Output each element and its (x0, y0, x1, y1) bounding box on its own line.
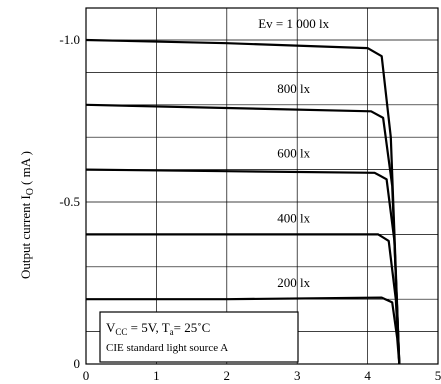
series-label: 400 lx (277, 210, 310, 225)
series-line (86, 296, 401, 365)
conditions-line-2: CIE standard light source A (106, 342, 228, 354)
series-line (85, 168, 401, 365)
series-labels: Ev = 1 000 lx 800 lx 600 lx 400 lx 200 lx (258, 16, 329, 290)
conditions-line-1: VCC = 5V, Ta= 25˚C (106, 320, 210, 337)
y-axis-title: Output current IO ( mA ) (18, 151, 36, 279)
x-tick-label: 5 (435, 368, 441, 383)
y-tick-label: -1.0 (59, 32, 80, 47)
series-line (85, 103, 401, 365)
x-tick-label: 2 (224, 368, 231, 383)
series-label: 600 lx (277, 146, 310, 161)
y-axis-title-sub: O (25, 188, 36, 195)
axis-ticks: 0 1 2 3 4 5 -1.0 -0.5 0 (59, 32, 441, 383)
y-tick-label: 0 (74, 356, 81, 371)
series-label: 800 lx (277, 81, 310, 96)
x-tick-label: 4 (364, 368, 371, 383)
cond-vcc-sub: CC (115, 327, 127, 337)
y-tick-label: -0.5 (59, 194, 80, 209)
x-tick-label: 1 (153, 368, 160, 383)
grid (86, 8, 438, 364)
conditions-box-frame (99, 311, 299, 363)
series-line (86, 233, 401, 365)
x-tick-label: 3 (294, 368, 301, 383)
series-label: 200 lx (277, 275, 310, 290)
cond-ta-sub: a (170, 327, 174, 337)
cond-end: = 25˚C (174, 320, 211, 335)
series-layer (85, 38, 401, 365)
series-label: Ev = 1 000 lx (258, 16, 329, 31)
series-line (85, 38, 401, 365)
cond-vcc: V (106, 320, 116, 335)
y-axis-title-unit: ( mA ) (18, 151, 33, 185)
cond-mid: = 5V, T (127, 320, 169, 335)
plot-frame (85, 7, 439, 365)
conditions-box: VCC = 5V, Ta= 25˚C CIE standard light so… (99, 311, 299, 363)
y-axis-title-main: Output current I (18, 195, 33, 279)
x-tick-label: 0 (83, 368, 90, 383)
